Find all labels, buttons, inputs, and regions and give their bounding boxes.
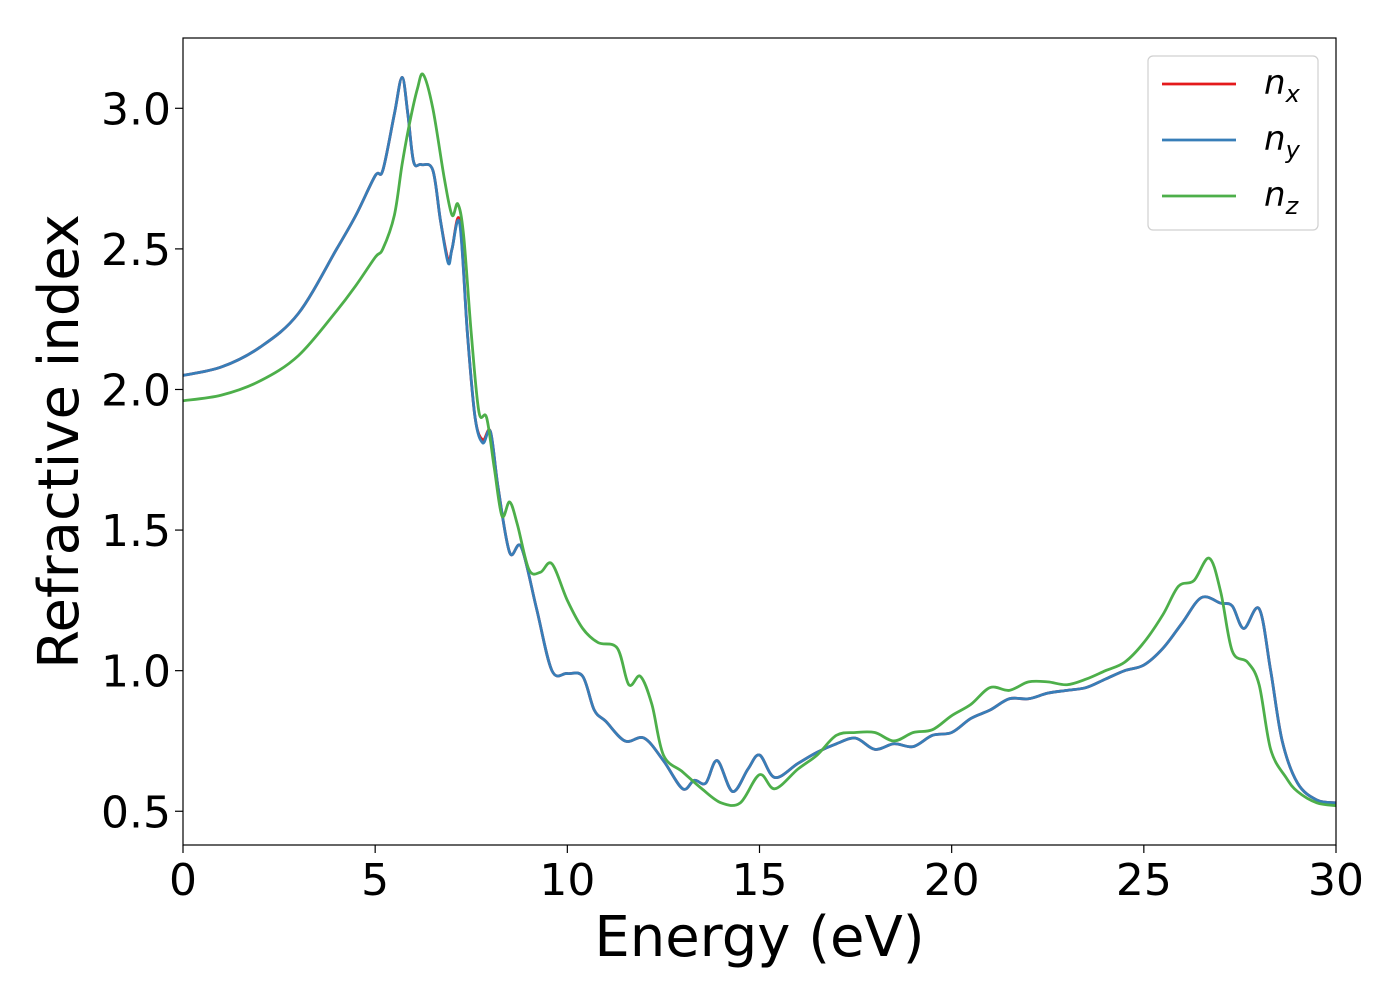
- x-tick-label: 0: [169, 855, 197, 906]
- x-axis-label: Energy (eV): [594, 905, 924, 970]
- y-tick-label: 1.5: [101, 506, 171, 557]
- y-tick-label: 0.5: [101, 787, 171, 838]
- legend-label-x: nx: [1264, 63, 1301, 108]
- legend-label-y: ny: [1264, 119, 1301, 164]
- y-tick-label: 2.0: [101, 365, 171, 416]
- x-tick-label: 15: [732, 855, 788, 906]
- y-tick-label: 3.0: [101, 84, 171, 135]
- y-axis-ticks: 0.5 1.0 1.5 2.0 2.5 3.0: [101, 84, 183, 838]
- y-tick-label: 1.0: [101, 647, 171, 698]
- x-tick-label: 10: [539, 855, 595, 906]
- x-tick-label: 30: [1308, 855, 1364, 906]
- y-tick-label: 2.5: [101, 225, 171, 276]
- x-tick-label: 5: [361, 855, 389, 906]
- y-axis-label: Refractive index: [27, 214, 92, 669]
- legend: nx ny nz: [1147, 55, 1319, 231]
- series-line-y: [183, 75, 1336, 805]
- x-tick-label: 25: [1116, 855, 1172, 906]
- plot-lines: [183, 72, 1336, 808]
- x-axis-ticks: 0 5 10 15 20 25 30: [169, 845, 1364, 906]
- series-line-z: [183, 72, 1336, 808]
- legend-label-z: nz: [1264, 175, 1300, 220]
- x-tick-label: 20: [924, 855, 980, 906]
- legend-box: [1147, 55, 1319, 231]
